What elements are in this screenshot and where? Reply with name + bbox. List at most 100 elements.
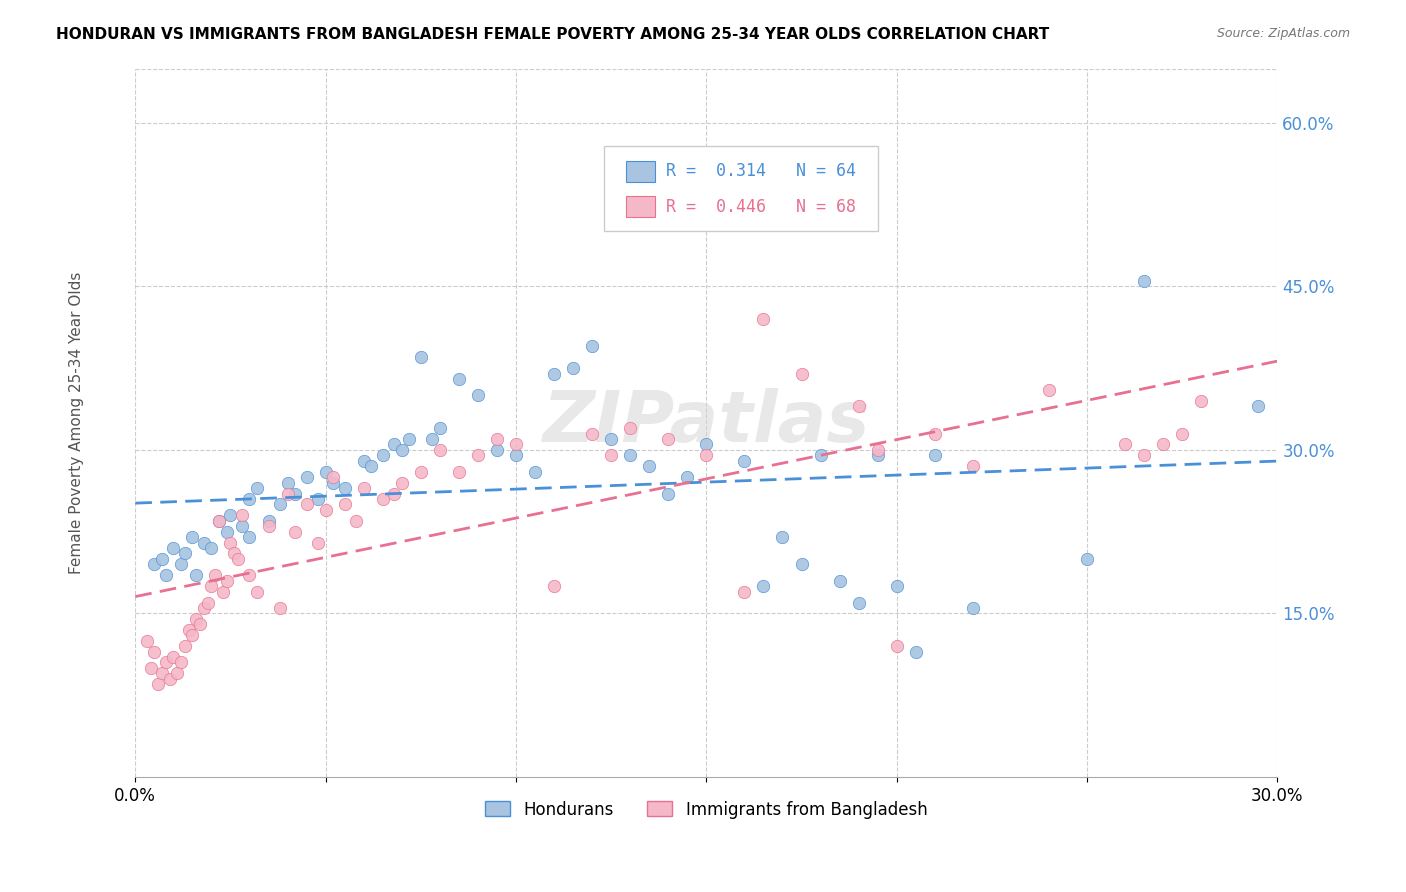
Point [284, 524, 307, 539]
Point [1189, 393, 1212, 408]
Point [277, 475, 299, 490]
Point [246, 584, 269, 599]
Point [924, 449, 946, 463]
Point [295, 470, 318, 484]
Point [170, 558, 193, 572]
Point [135, 633, 157, 648]
Point [284, 486, 307, 500]
Point [257, 514, 280, 528]
Point [231, 519, 253, 533]
Point [197, 595, 219, 609]
Point [360, 459, 382, 474]
Point [315, 465, 337, 479]
Point [177, 623, 200, 637]
Point [371, 491, 394, 506]
Point [1133, 449, 1156, 463]
Text: R =  0.446   N = 68: R = 0.446 N = 68 [666, 198, 856, 216]
Point [866, 442, 889, 457]
Point [215, 524, 238, 539]
Point [485, 432, 508, 446]
Point [224, 546, 246, 560]
Point [353, 481, 375, 495]
Point [848, 400, 870, 414]
Point [150, 666, 173, 681]
Point [962, 601, 984, 615]
Point [186, 568, 208, 582]
Text: Source: ZipAtlas.com: Source: ZipAtlas.com [1216, 27, 1350, 40]
Point [485, 442, 508, 457]
Point [904, 644, 927, 658]
Point [505, 437, 527, 451]
Point [159, 672, 181, 686]
Point [143, 558, 166, 572]
Point [162, 650, 184, 665]
Point [562, 361, 585, 376]
Point [173, 546, 195, 560]
Point [219, 508, 242, 523]
Point [810, 449, 832, 463]
Point [391, 475, 413, 490]
Point [695, 437, 717, 451]
Point [155, 568, 177, 582]
Point [269, 601, 291, 615]
Point [600, 449, 623, 463]
Point [581, 339, 603, 353]
Point [193, 601, 215, 615]
Point [1133, 274, 1156, 288]
Point [257, 519, 280, 533]
Text: ZIPatlas: ZIPatlas [543, 388, 870, 458]
Point [143, 644, 166, 658]
Point [139, 661, 162, 675]
Point [638, 459, 661, 474]
Point [409, 465, 432, 479]
Text: HONDURAN VS IMMIGRANTS FROM BANGLADESH FEMALE POVERTY AMONG 25-34 YEAR OLDS CORR: HONDURAN VS IMMIGRANTS FROM BANGLADESH F… [56, 27, 1049, 42]
Point [150, 552, 173, 566]
Point [505, 449, 527, 463]
Point [353, 454, 375, 468]
Point [619, 449, 641, 463]
Point [186, 612, 208, 626]
Point [246, 481, 269, 495]
Point [181, 530, 204, 544]
Point [238, 530, 260, 544]
Point [447, 372, 470, 386]
Point [828, 574, 851, 588]
Point [467, 449, 489, 463]
Point [429, 442, 451, 457]
Point [790, 367, 813, 381]
Point [193, 535, 215, 549]
Point [1247, 400, 1270, 414]
Point [231, 508, 253, 523]
Point [429, 421, 451, 435]
Point [307, 491, 329, 506]
Point [322, 470, 344, 484]
Bar [627, 196, 655, 218]
Point [543, 367, 565, 381]
FancyBboxPatch shape [603, 146, 877, 231]
Point [322, 475, 344, 490]
Point [409, 351, 432, 365]
Text: R =  0.314   N = 64: R = 0.314 N = 64 [666, 162, 856, 180]
Point [733, 454, 755, 468]
Point [420, 432, 443, 446]
Point [1076, 552, 1098, 566]
Y-axis label: Female Poverty Among 25-34 Year Olds: Female Poverty Among 25-34 Year Olds [69, 271, 84, 574]
Point [600, 432, 623, 446]
Point [208, 514, 231, 528]
Point [315, 503, 337, 517]
Point [1171, 426, 1194, 441]
Point [848, 595, 870, 609]
Point [886, 579, 908, 593]
Point [162, 541, 184, 555]
Point [371, 449, 394, 463]
Point [238, 491, 260, 506]
Point [382, 486, 405, 500]
Point [211, 584, 233, 599]
Point [733, 584, 755, 599]
Point [1038, 383, 1060, 397]
Point [200, 579, 222, 593]
Point [173, 639, 195, 653]
Point [524, 465, 547, 479]
Point [382, 437, 405, 451]
Point [398, 432, 420, 446]
